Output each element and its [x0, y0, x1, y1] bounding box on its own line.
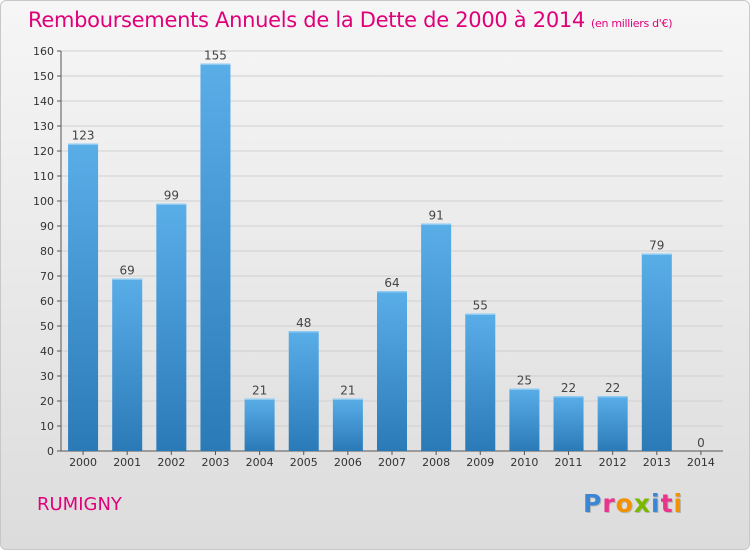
- bar: [641, 253, 672, 451]
- bar-top-highlight: [509, 388, 540, 390]
- bar-value-label: 64: [384, 276, 399, 290]
- y-tick-label: 20: [40, 395, 54, 408]
- bar-top-highlight: [553, 396, 584, 398]
- logo-letter: r: [602, 489, 616, 518]
- bar-top-highlight: [641, 253, 672, 255]
- y-tick-label: 160: [33, 45, 54, 58]
- bar-value-label: 22: [605, 381, 620, 395]
- bar-value-label: 21: [252, 384, 267, 398]
- bar-top-highlight: [200, 63, 231, 65]
- y-tick-label: 120: [33, 145, 54, 158]
- y-tick-label: 60: [40, 295, 54, 308]
- y-tick-label: 130: [33, 120, 54, 133]
- bar: [288, 331, 319, 451]
- logo-letter: P: [583, 489, 603, 518]
- bar-value-label: 155: [204, 49, 227, 63]
- proxiti-logo[interactable]: Proxiti: [583, 489, 683, 518]
- y-tick-label: 150: [33, 70, 54, 83]
- bar-top-highlight: [112, 278, 143, 280]
- bar-value-label: 79: [649, 239, 664, 253]
- bar-value-label: 48: [296, 316, 311, 330]
- x-tick-label: 2007: [378, 456, 406, 469]
- x-tick-label: 2013: [643, 456, 671, 469]
- logo-letter: x: [633, 489, 651, 518]
- bar-value-label: 22: [561, 381, 576, 395]
- value-labels: 123 69 99 155 21 48 21 64 91 55 25 22 22 79 0: [72, 49, 705, 451]
- x-tick-label: 2001: [113, 456, 141, 469]
- x-tick-label: 2005: [290, 456, 318, 469]
- bar-top-highlight: [156, 203, 187, 205]
- bar: [465, 313, 496, 451]
- x-tick-label: 2009: [466, 456, 494, 469]
- bar-value-label: 69: [120, 264, 135, 278]
- y-tick-label: 30: [40, 370, 54, 383]
- bar-value-label: 99: [164, 189, 179, 203]
- y-tick-label: 80: [40, 245, 54, 258]
- x-tick-label: 2012: [599, 456, 627, 469]
- bar-top-highlight: [465, 313, 496, 315]
- bar-top-highlight: [244, 398, 275, 400]
- logo-letter: t: [660, 489, 674, 518]
- y-tick-label: 90: [40, 220, 54, 233]
- x-tick-label: 2000: [69, 456, 97, 469]
- bar: [112, 278, 143, 451]
- chart-subtitle: (en milliers d'€): [591, 17, 673, 30]
- x-tick-label: 2004: [246, 456, 274, 469]
- x-tick-label: 2008: [422, 456, 450, 469]
- x-tick-label: 2010: [510, 456, 538, 469]
- y-tick-label: 40: [40, 345, 54, 358]
- bar: [421, 223, 452, 451]
- x-tick-label: 2014: [687, 456, 715, 469]
- bar: [597, 396, 628, 451]
- bar-value-label: 0: [697, 436, 705, 450]
- chart-title-text: Remboursements Annuels de la Dette de 20…: [28, 8, 585, 32]
- bar-value-label: 91: [428, 209, 443, 223]
- y-tick-label: 140: [33, 95, 54, 108]
- bar: [376, 291, 408, 451]
- bar-value-label: 25: [517, 374, 532, 388]
- bar-top-highlight: [376, 291, 408, 293]
- city-name: RUMIGNY: [37, 494, 122, 515]
- bar-top-highlight: [68, 143, 99, 145]
- x-tick-label: 2002: [157, 456, 185, 469]
- bar: [68, 143, 99, 451]
- bars: [68, 63, 672, 451]
- x-tick-label: 2011: [555, 456, 583, 469]
- bar-value-label: 55: [473, 299, 488, 313]
- chart-title: Remboursements Annuels de la Dette de 20…: [28, 8, 672, 32]
- bar-top-highlight: [597, 396, 628, 398]
- bar: [156, 203, 187, 451]
- y-tick-label: 100: [33, 195, 54, 208]
- y-tick-label: 0: [47, 445, 54, 458]
- x-tick-label: 2003: [201, 456, 229, 469]
- bar-value-label: 123: [72, 129, 95, 143]
- y-tick-label: 70: [40, 270, 54, 283]
- y-tick-label: 10: [40, 420, 54, 433]
- logo-letter: i: [673, 489, 684, 518]
- logo-letter: i: [651, 489, 661, 518]
- bar: [332, 398, 363, 451]
- y-tick-label: 50: [40, 320, 54, 333]
- bar-top-highlight: [332, 398, 363, 400]
- bar: [553, 396, 584, 451]
- y-tick-label: 110: [33, 170, 54, 183]
- x-tick-label: 2006: [334, 456, 362, 469]
- bar: [200, 63, 231, 451]
- bar: [509, 388, 540, 451]
- bar: [244, 398, 275, 451]
- axes: 0 10 20 30 40 50 60 70 80 90 100 110 120 130 140 150 160…: [33, 45, 723, 469]
- bar-value-label: 21: [340, 384, 355, 398]
- bar-top-highlight: [421, 223, 452, 225]
- bar-top-highlight: [288, 331, 319, 333]
- logo-letter: o: [615, 489, 634, 518]
